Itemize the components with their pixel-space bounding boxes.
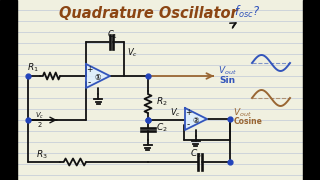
Text: $C_3$: $C_3$ — [190, 148, 202, 160]
Text: $R_1$: $R_1$ — [27, 62, 39, 74]
Polygon shape — [86, 64, 110, 88]
Polygon shape — [185, 108, 207, 130]
Text: $R_3$: $R_3$ — [36, 149, 48, 161]
Text: -: - — [87, 78, 91, 87]
Bar — [303, 0, 320, 180]
Text: $R_2$: $R_2$ — [156, 96, 168, 108]
Text: $C_1$: $C_1$ — [107, 29, 117, 41]
Text: $V_{out}$: $V_{out}$ — [218, 65, 237, 77]
Text: $C_2$: $C_2$ — [156, 122, 168, 134]
Text: +: + — [185, 108, 191, 117]
Bar — [0, 0, 17, 180]
Text: $f_{osc}$?: $f_{osc}$? — [234, 4, 260, 20]
Text: $V_c$: $V_c$ — [127, 47, 138, 59]
Text: +: + — [86, 64, 92, 73]
Text: $V_c$: $V_c$ — [170, 107, 181, 119]
Text: Sin: Sin — [219, 75, 235, 84]
Text: ②: ② — [193, 116, 199, 125]
Text: Quadrature Oscillator: Quadrature Oscillator — [59, 6, 237, 21]
Text: Cosine: Cosine — [234, 116, 263, 125]
Text: -: - — [186, 120, 190, 129]
Text: $V_{out}$: $V_{out}$ — [233, 107, 252, 119]
Text: $\frac{V_c}{2}$: $\frac{V_c}{2}$ — [35, 110, 45, 130]
Text: ①: ① — [95, 73, 101, 82]
